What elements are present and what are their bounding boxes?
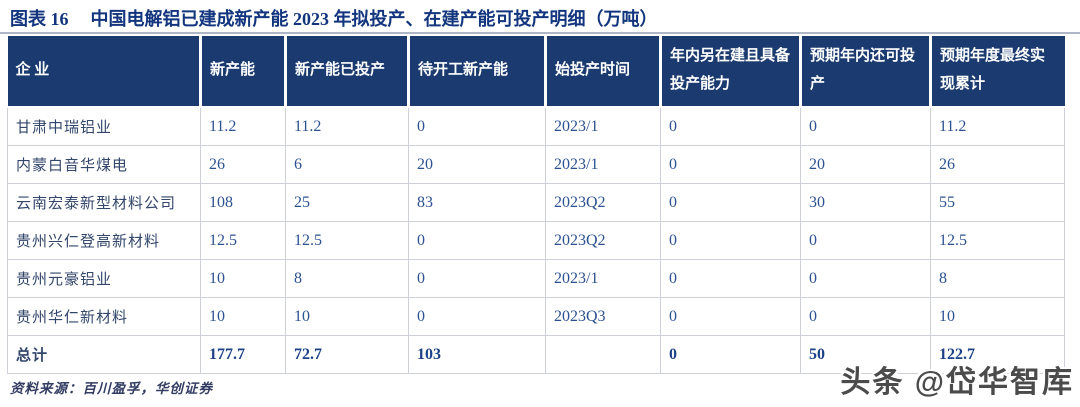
watermark-text: 头条 @岱华智库 [840,366,1074,399]
figure-number-label: 图表 16 [10,9,69,29]
value-cell: 2023Q3 [545,297,661,336]
column-header-5: 年内另在建且具备投产能力 [660,36,802,108]
value-cell: 2023/1 [545,259,661,298]
value-cell: 2023Q2 [545,183,661,222]
value-cell: 0 [660,183,801,222]
company-cell: 贵州元豪铝业 [7,259,201,298]
value-cell: 108 [200,183,286,222]
capacity-table: 企 业新产能 新产能已投产 待开工新产能 始投产时间 年内另在建且具备投产能力 预期年内还… [7,36,1065,374]
table-row: 贵州华仁新材料 10 10 0 2023Q3 0 0 10 [7,297,1065,336]
column-header-0: 企 业 [7,36,202,108]
header-row: 企 业新产能 新产能已投产 待开工新产能 始投产时间 年内另在建且具备投产能力 预期年内还… [7,36,1065,108]
company-cell: 贵州兴仁登高新材料 [7,221,201,260]
value-cell: 0 [800,297,931,336]
value-cell: 0 [408,221,546,260]
value-cell: 11.2 [200,106,286,146]
table-row: 云南宏泰新型材料公司 108 25 83 2023Q2 0 30 55 [7,183,1065,222]
value-cell: 0 [408,297,546,336]
value-cell: 0 [408,259,546,298]
value-cell: 0 [660,145,801,184]
value-cell: 0 [800,221,931,260]
table-row: 贵州元豪铝业 10 8 0 2023/1 0 0 8 [7,259,1065,298]
value-cell: 0 [408,106,546,146]
column-header-3: 待开工新产能 [408,36,547,108]
company-cell: 甘肃中瑞铝业 [7,106,201,146]
title-divider-rule [0,32,1080,34]
value-cell: 30 [800,183,931,222]
value-cell: 12.5 [285,221,409,260]
value-cell: 10 [285,297,409,336]
value-cell: 103 [408,335,546,374]
value-cell: 12.5 [200,221,286,260]
value-cell: 20 [408,145,546,184]
value-cell: 2023/1 [545,145,661,184]
table-row: 内蒙白音华煤电 26 6 20 2023/1 0 20 26 [7,145,1065,184]
value-cell: 0 [660,106,801,146]
figure-title: 图表 16 中国电解铝已建成新产能 2023 年拟投产、在建产能可投产明细（万吨） [10,5,658,31]
company-cell: 总计 [7,335,201,374]
value-cell: 83 [408,183,546,222]
value-cell: 0 [660,297,801,336]
value-cell: 72.7 [285,335,409,374]
value-cell: 0 [660,335,801,374]
value-cell: 10 [200,259,286,298]
table-row: 贵州兴仁登高新材料 12.5 12.5 0 2023Q2 0 0 12.5 [7,221,1065,260]
value-cell: 50 [800,335,931,374]
company-cell: 内蒙白音华煤电 [7,145,201,184]
value-cell: 10 [200,297,286,336]
value-cell: 8 [930,259,1065,298]
value-cell: 11.2 [285,106,409,146]
value-cell: 177.7 [200,335,286,374]
value-cell [545,335,661,374]
value-cell: 26 [200,145,286,184]
column-header-2: 新产能已投产 [285,36,410,108]
table-body: 甘肃中瑞铝业 11.2 11.2 0 2023/1 0 0 11.2 内蒙白音华煤电 26 6 20 2… [7,106,1065,374]
column-header-1: 新产能 [200,36,287,108]
figure-title-text: 中国电解铝已建成新产能 2023 年拟投产、在建产能可投产明细（万吨） [90,9,658,29]
company-cell: 贵州华仁新材料 [7,297,201,336]
column-header-4: 始投产时间 [545,36,662,108]
value-cell: 20 [800,145,931,184]
total-row: 总计 177.7 72.7 103 0 50 122.7 [7,335,1065,374]
source-note: 资料来源：百川盈孚，华创证券 [10,381,213,396]
value-cell: 0 [660,221,801,260]
value-cell: 122.7 [930,335,1065,374]
value-cell: 0 [800,106,931,146]
value-cell: 11.2 [930,106,1065,146]
value-cell: 26 [930,145,1065,184]
value-cell: 0 [660,259,801,298]
value-cell: 25 [285,183,409,222]
value-cell: 12.5 [930,221,1065,260]
value-cell: 10 [930,297,1065,336]
value-cell: 0 [800,259,931,298]
column-header-6: 预期年内还可投产 [800,36,932,108]
column-header-7: 预期年度最终实现累计 [930,36,1065,108]
value-cell: 2023/1 [545,106,661,146]
table-row: 甘肃中瑞铝业 11.2 11.2 0 2023/1 0 0 11.2 [7,106,1065,146]
value-cell: 6 [285,145,409,184]
value-cell: 55 [930,183,1065,222]
company-cell: 云南宏泰新型材料公司 [7,183,201,222]
value-cell: 8 [285,259,409,298]
value-cell: 2023Q2 [545,221,661,260]
